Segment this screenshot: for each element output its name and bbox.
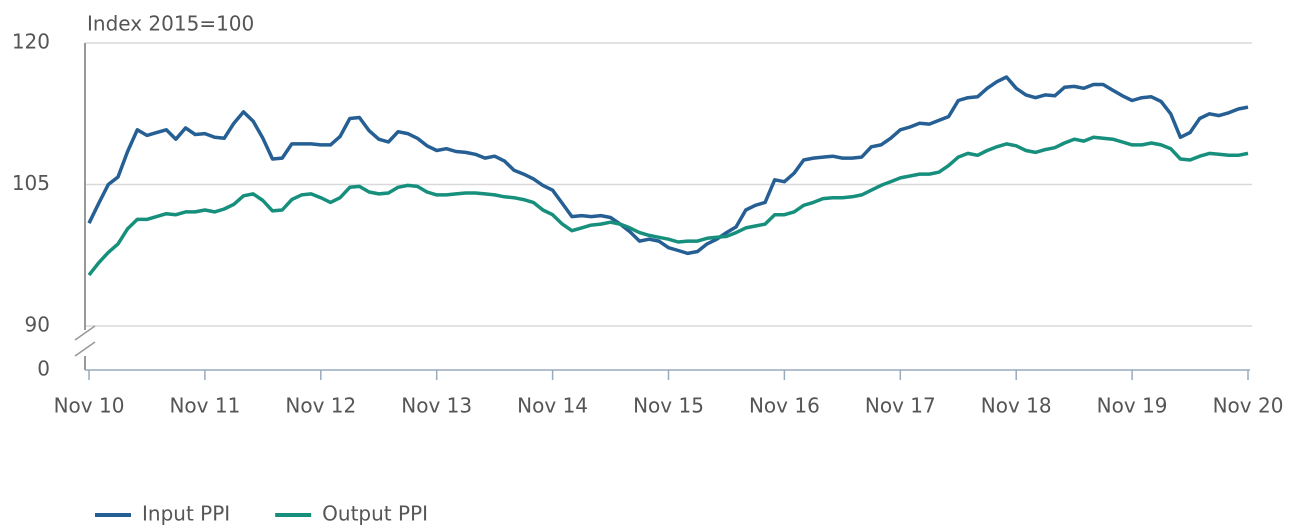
x-tick-label: Nov 15 xyxy=(633,394,704,418)
y-axis-title: Index 2015=100 xyxy=(87,12,254,36)
x-tick-label: Nov 18 xyxy=(981,394,1052,418)
x-tick-label: Nov 12 xyxy=(285,394,356,418)
y-tick-label: 120 xyxy=(12,30,50,54)
y-tick-label: 90 xyxy=(25,313,50,337)
x-tick-label: Nov 19 xyxy=(1097,394,1168,418)
x-tick-label: Nov 13 xyxy=(401,394,472,418)
x-tick-label: Nov 14 xyxy=(517,394,588,418)
x-tick-label: Nov 20 xyxy=(1213,394,1284,418)
data-line xyxy=(87,75,1249,256)
x-tick-label: Nov 11 xyxy=(169,394,240,418)
data-line xyxy=(87,135,1249,277)
x-tick-label: Nov 10 xyxy=(54,394,125,418)
x-tick-label: Nov 16 xyxy=(749,394,820,418)
axis-break xyxy=(74,325,96,341)
legend-label: Output PPI xyxy=(322,502,428,526)
legend-label: Input PPI xyxy=(142,502,230,526)
axis-break xyxy=(74,341,96,357)
x-tick-label: Nov 17 xyxy=(865,394,936,418)
y-tick-label: 0 xyxy=(37,357,50,381)
y-tick-label: 105 xyxy=(12,171,50,195)
